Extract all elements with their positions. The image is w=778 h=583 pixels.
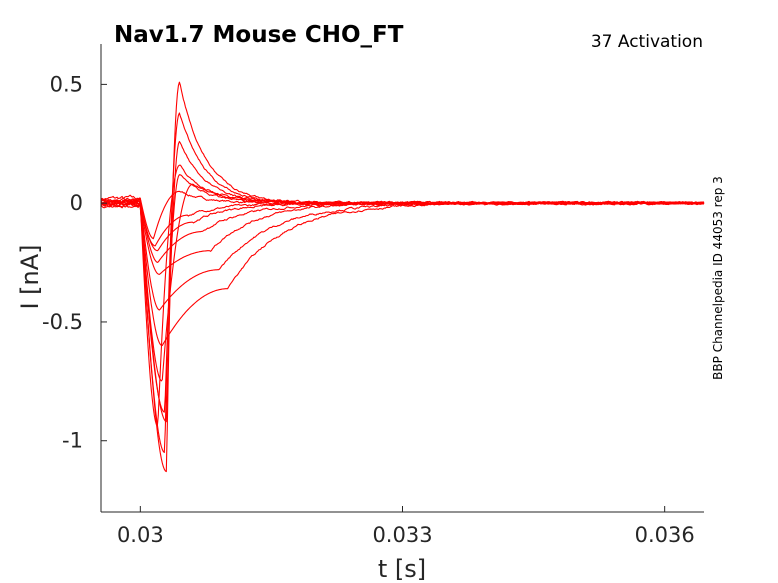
x-tick-label: 0.03: [117, 523, 164, 547]
x-axis-label: t [s]: [378, 555, 426, 583]
chart-subtitle: 37 Activation: [591, 32, 703, 52]
y-tick-label: -1: [62, 429, 83, 453]
y-tick-label: -0.5: [42, 310, 83, 334]
y-tick-label: 0.5: [50, 72, 83, 96]
y-axis-label: I [nA]: [16, 244, 44, 309]
axes: 0.03 0.033 0.036 0.5 0 -0.5 -1: [42, 44, 704, 547]
x-tick-label: 0.033: [372, 523, 432, 547]
current-trace-13: [100, 81, 705, 473]
y-tick-label: 0: [70, 191, 83, 215]
channelpedia-id-label: BBP Channelpedia ID 44053 rep 3: [711, 176, 725, 380]
chart-title: Nav1.7 Mouse CHO_FT: [114, 22, 404, 48]
current-trace-11: [100, 140, 704, 423]
trace-group: [100, 81, 705, 473]
x-tick-label: 0.036: [635, 523, 695, 547]
